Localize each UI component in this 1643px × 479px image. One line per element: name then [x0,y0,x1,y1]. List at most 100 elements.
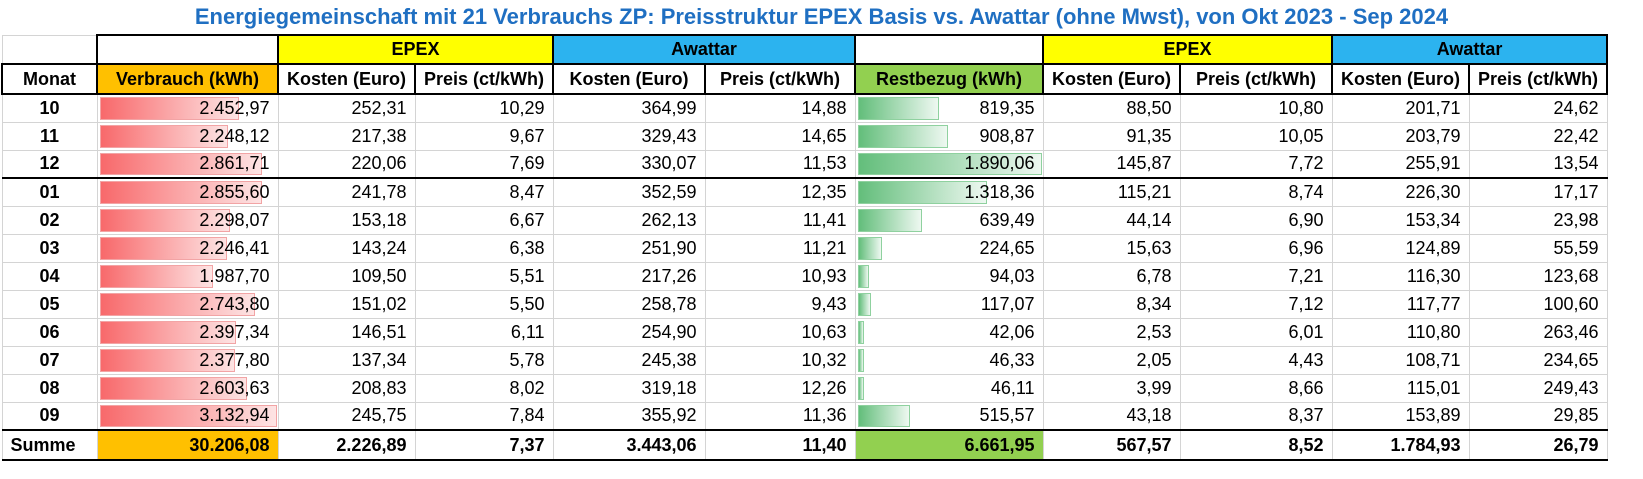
cell-awattar2-preis: 263,46 [1468,317,1608,347]
cell-awattar2-preis: 17,17 [1468,177,1608,207]
cell-verbrauch: 2.377,80 [96,345,279,375]
sum-awattar-kosten: 3.443,06 [552,429,706,461]
cell-restbezug: 46,33 [854,345,1044,375]
cell-awattar2-kosten: 124,89 [1331,233,1470,263]
cell-verbrauch-databar [99,208,230,232]
sum-epex-kosten: 2.226,89 [277,429,416,461]
cell-restbezug-value: 908,87 [979,125,1035,146]
price-table: EPEX Awattar EPEX Awattar Monat Verbrauc… [1,34,1609,461]
cell-epex-kosten: 241,78 [277,177,416,207]
cell-verbrauch-databar [99,404,277,427]
table-row: 07 2.377,80 137,34 5,78 245,38 10,32 46,33 2,05… [1,345,1608,375]
cell-verbrauch: 2.743,80 [96,289,279,319]
cell-restbezug-databar [857,264,869,288]
table-row: 03 2.246,41 143,24 6,38 251,90 11,21 224,65 15,… [1,233,1608,263]
cell-awattar-kosten: 319,18 [552,373,706,403]
cell-restbezug-value: 94,03 [989,265,1035,286]
sum-row: Summe 30.206,08 2.226,89 7,37 3.443,06 11,40 6… [1,429,1608,461]
cell-epex2-kosten: 145,87 [1042,149,1181,179]
cell-monat: 04 [1,261,98,291]
cell-epex-kosten: 208,83 [277,373,416,403]
cell-restbezug: 224,65 [854,233,1044,263]
cell-restbezug: 515,57 [854,401,1044,431]
cell-verbrauch-databar [99,292,255,316]
cell-verbrauch: 2.452,97 [96,93,279,123]
cell-awattar-kosten: 329,43 [552,121,706,151]
empty-cell [1,34,98,65]
header-awattar-kosten: Kosten (Euro) [552,63,707,95]
table-row: 12 2.861,71 220,06 7,69 330,07 11,53 1.890,06 1… [1,149,1608,179]
sum-label: Summe [1,429,98,461]
group-epex-restbezug: EPEX [1042,34,1334,65]
cell-awattar2-kosten: 117,77 [1331,289,1470,319]
cell-awattar2-kosten: 116,30 [1331,261,1470,291]
cell-epex-preis: 10,29 [414,93,554,123]
cell-awattar2-preis: 123,68 [1468,261,1608,291]
table-row: 02 2.298,07 153,18 6,67 262,13 11,41 639,49 44,… [1,205,1608,235]
cell-epex-kosten: 109,50 [277,261,416,291]
cell-verbrauch: 2.397,34 [96,317,279,347]
cell-restbezug-databar [857,152,1042,175]
cell-epex2-kosten: 2,05 [1042,345,1181,375]
cell-monat: 05 [1,289,98,319]
cell-epex2-kosten: 115,21 [1042,177,1181,207]
cell-restbezug-value: 639,49 [979,209,1035,230]
cell-awattar2-preis: 13,54 [1468,149,1608,179]
cell-verbrauch-databar [99,376,247,400]
cell-restbezug-value: 224,65 [979,237,1035,258]
cell-restbezug: 1.890,06 [854,149,1044,179]
cell-epex2-kosten: 88,50 [1042,93,1181,123]
cell-epex-preis: 8,02 [414,373,554,403]
cell-restbezug-databar [857,376,864,400]
header-restbezug: Restbezug (kWh) [854,63,1045,95]
table-row: 09 3.132,94 245,75 7,84 355,92 11,36 515,57 43,… [1,401,1608,431]
cell-restbezug-value: 1.318,36 [964,181,1035,202]
group-header-row: EPEX Awattar EPEX Awattar [1,34,1609,65]
cell-awattar2-kosten: 255,91 [1331,149,1470,179]
cell-awattar-kosten: 258,78 [552,289,706,319]
cell-epex2-preis: 4,43 [1179,345,1333,375]
cell-epex2-preis: 8,74 [1179,177,1333,207]
cell-epex2-preis: 10,05 [1179,121,1333,151]
empty-cell [854,34,1045,65]
cell-restbezug: 42,06 [854,317,1044,347]
cell-restbezug-databar [857,236,882,260]
sum-awattar2-preis: 26,79 [1468,429,1608,461]
cell-restbezug-databar [857,208,922,232]
cell-verbrauch: 1.987,70 [96,261,279,291]
cell-awattar2-preis: 249,43 [1468,373,1608,403]
cell-epex-kosten: 245,75 [277,401,416,431]
sum-epex-preis: 7,37 [414,429,554,461]
cell-awattar-preis: 11,41 [704,205,856,235]
cell-restbezug-value: 515,57 [979,405,1035,426]
cell-epex2-preis: 7,21 [1179,261,1333,291]
cell-verbrauch: 2.861,71 [96,149,279,179]
cell-restbezug: 908,87 [854,121,1044,151]
cell-restbezug-databar [857,181,987,204]
cell-verbrauch: 2.855,60 [96,177,279,207]
cell-awattar2-kosten: 110,80 [1331,317,1470,347]
cell-awattar2-preis: 29,85 [1468,401,1608,431]
cell-awattar-preis: 14,88 [704,93,856,123]
cell-monat: 11 [1,121,98,151]
cell-epex-kosten: 146,51 [277,317,416,347]
cell-epex2-preis: 8,37 [1179,401,1333,431]
cell-verbrauch: 2.298,07 [96,205,279,235]
cell-epex-kosten: 220,06 [277,149,416,179]
cell-epex2-kosten: 3,99 [1042,373,1181,403]
cell-awattar-preis: 11,53 [704,149,856,179]
cell-restbezug: 46,11 [854,373,1044,403]
table-row: 05 2.743,80 151,02 5,50 258,78 9,43 117,07 8,34… [1,289,1608,319]
cell-verbrauch-value: 2.855,60 [199,181,270,202]
cell-awattar-preis: 12,35 [704,177,856,207]
group-awattar-restbezug: Awattar [1331,34,1609,65]
cell-epex-kosten: 217,38 [277,121,416,151]
cell-awattar-kosten: 330,07 [552,149,706,179]
cell-epex-kosten: 153,18 [277,205,416,235]
cell-awattar-kosten: 364,99 [552,93,706,123]
group-awattar: Awattar [552,34,857,65]
cell-verbrauch: 2.603,63 [96,373,279,403]
cell-restbezug-value: 46,11 [990,377,1035,398]
empty-cell [96,34,279,65]
cell-restbezug-databar [857,320,864,344]
